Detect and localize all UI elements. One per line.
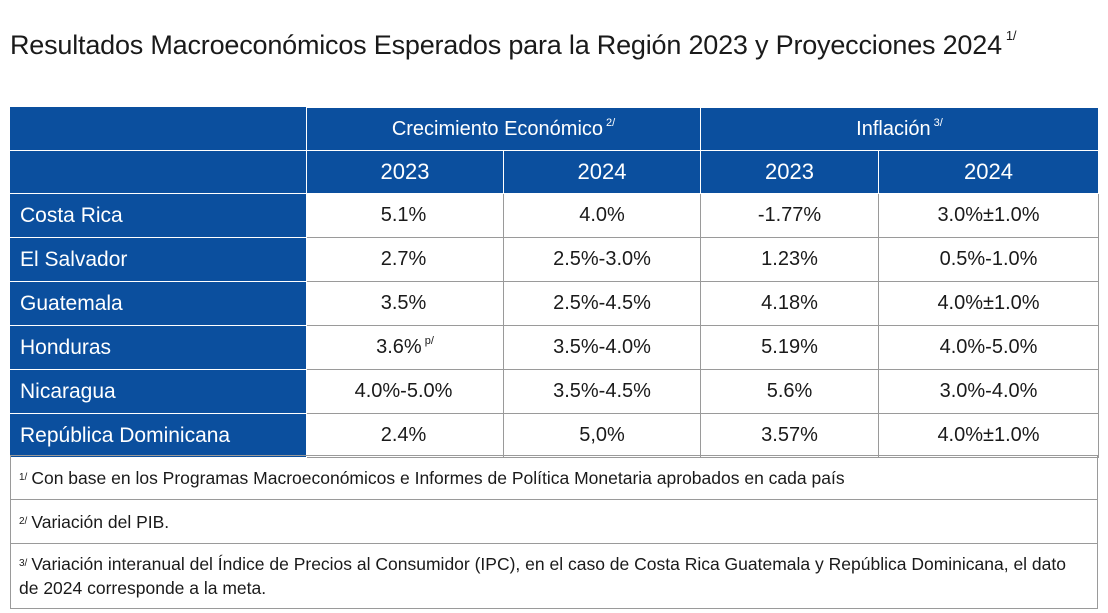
results-table: Crecimiento Económico 2/ Inflación 3/ 2023… [10, 107, 1100, 458]
header-corner [10, 107, 307, 151]
growth-2023-cell: 2.4% [306, 413, 504, 458]
growth-2023-cell: 2.7% [306, 237, 504, 282]
inflation-2023-cell: 3.57% [700, 413, 880, 458]
title-note-mark: 1/ [1005, 28, 1017, 43]
header-growth: Crecimiento Económico 2/ [305, 107, 702, 151]
footnote-text: Variación interanual del Índice de Preci… [19, 554, 1066, 598]
inflation-2023-cell: -1.77% [700, 193, 880, 238]
growth-2023-cell: 5.1% [306, 193, 504, 238]
growth-2023-value: 4.0%-5.0% [354, 380, 453, 402]
inflation-2024-cell: 4.0%-5.0% [878, 325, 1100, 370]
header-inflation-note: 3/ [933, 116, 943, 129]
country-cell: Nicaragua [10, 369, 307, 414]
group-header-row: Crecimiento Económico 2/ Inflación 3/ [10, 107, 1100, 151]
year-header-row: 2023 2024 2023 2024 [10, 150, 1100, 194]
header-inflation-label: Inflación [856, 117, 931, 140]
growth-2023-value: 3.6% [376, 336, 422, 358]
inflation-2024-cell: 0.5%-1.0% [878, 237, 1100, 282]
country-cell: Honduras [10, 325, 307, 370]
footnote-text: Variación del PIB. [31, 511, 170, 532]
growth-2024-cell: 4.0% [502, 193, 702, 238]
inflation-2023-cell: 5.19% [700, 325, 880, 370]
header-year: 2024 [502, 150, 702, 194]
table-row: Honduras 3.6% p/ 3.5%-4.0% 5.19% 4.0%-5.0… [10, 325, 1100, 370]
growth-2023-cell: 4.0%-5.0% [306, 369, 504, 414]
table-row: El Salvador 2.7% 2.5%-3.0% 1.23% 0.5%-1.… [10, 237, 1100, 282]
inflation-2024-cell: 3.0%±1.0% [878, 193, 1100, 238]
growth-2023-value: 2.4% [380, 424, 427, 446]
growth-2023-cell: 3.5% [306, 281, 504, 326]
footnote-row: 2/Variación del PIB. [10, 499, 1098, 544]
table-row: República Dominicana 2.4% 5,0% 3.57% 4.0… [10, 413, 1100, 458]
inflation-2024-cell: 4.0%±1.0% [878, 413, 1100, 458]
inflation-2023-cell: 4.18% [700, 281, 880, 326]
footnote-row: 1/Con base en los Programas Macroeconómi… [10, 455, 1098, 500]
country-cell: Costa Rica [10, 193, 307, 238]
header-inflation: Inflación 3/ [700, 107, 1100, 151]
growth-2023-cell: 3.6% p/ [306, 325, 504, 370]
inflation-2024-cell: 4.0%±1.0% [878, 281, 1100, 326]
footnote-mark: 1/ [19, 471, 28, 483]
growth-2024-cell: 2.5%-4.5% [502, 281, 702, 326]
footnote-mark: 2/ [19, 515, 28, 527]
header-growth-note: 2/ [606, 116, 616, 129]
header-year: 2023 [306, 150, 504, 194]
footnotes-table: 1/Con base en los Programas Macroeconómi… [10, 455, 1098, 609]
growth-2024-cell: 2.5%-3.0% [502, 237, 702, 282]
growth-2023-value: 3.5% [380, 292, 427, 314]
growth-2023-value: 5.1% [380, 204, 427, 226]
inflation-2024-cell: 3.0%-4.0% [878, 369, 1100, 414]
header-growth-label: Crecimiento Económico [391, 117, 604, 140]
growth-note: p/ [424, 335, 434, 347]
title-text: Resultados Macroeconómicos Esperados par… [10, 30, 1002, 60]
country-cell: República Dominicana [10, 413, 307, 458]
table-row: Nicaragua 4.0%-5.0% 3.5%-4.5% 5.6% 3.0%-… [10, 369, 1100, 414]
footnote-row: 3/Variación interanual del Índice de Pre… [10, 543, 1098, 609]
inflation-2023-cell: 5.6% [700, 369, 880, 414]
footnote-text: Con base en los Programas Macroeconómico… [31, 467, 845, 488]
header-year: 2024 [878, 150, 1100, 194]
growth-2024-cell: 3.5%-4.5% [502, 369, 702, 414]
table-row: Costa Rica 5.1% 4.0% -1.77% 3.0%±1.0% [10, 193, 1100, 238]
country-cell: Guatemala [10, 281, 307, 326]
footnote-3: 3/Variación interanual del Índice de Pre… [10, 543, 1098, 609]
footnote-mark: 3/ [19, 558, 28, 569]
growth-2024-cell: 5,0% [502, 413, 702, 458]
inflation-2023-cell: 1.23% [700, 237, 880, 282]
footnote-1: 1/Con base en los Programas Macroeconómi… [10, 455, 1098, 500]
country-cell: El Salvador [10, 237, 307, 282]
growth-2024-cell: 3.5%-4.0% [502, 325, 702, 370]
header-corner-2 [10, 150, 307, 194]
footnote-2: 2/Variación del PIB. [10, 499, 1098, 544]
header-year: 2023 [700, 150, 880, 194]
page-title: Resultados Macroeconómicos Esperados par… [10, 28, 1100, 61]
table-row: Guatemala 3.5% 2.5%-4.5% 4.18% 4.0%±1.0% [10, 281, 1100, 326]
growth-2023-value: 2.7% [380, 248, 427, 270]
